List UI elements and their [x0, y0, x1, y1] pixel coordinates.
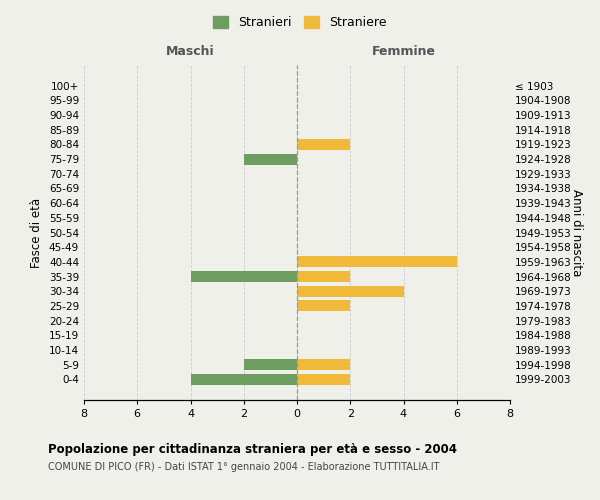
- Bar: [297, 139, 350, 150]
- Y-axis label: Fasce di età: Fasce di età: [31, 198, 43, 268]
- Bar: [297, 300, 350, 312]
- Y-axis label: Anni di nascita: Anni di nascita: [570, 189, 583, 276]
- Bar: [191, 374, 297, 385]
- Text: COMUNE DI PICO (FR) - Dati ISTAT 1° gennaio 2004 - Elaborazione TUTTITALIA.IT: COMUNE DI PICO (FR) - Dati ISTAT 1° genn…: [48, 462, 439, 472]
- Bar: [297, 359, 350, 370]
- Bar: [191, 271, 297, 282]
- Bar: [244, 359, 297, 370]
- Text: Popolazione per cittadinanza straniera per età e sesso - 2004: Popolazione per cittadinanza straniera p…: [48, 442, 457, 456]
- Text: Femmine: Femmine: [371, 46, 436, 59]
- Bar: [297, 374, 350, 385]
- Bar: [244, 154, 297, 164]
- Bar: [297, 256, 457, 268]
- Text: Maschi: Maschi: [166, 46, 215, 59]
- Bar: [297, 271, 350, 282]
- Bar: [297, 286, 404, 296]
- Legend: Stranieri, Straniere: Stranieri, Straniere: [208, 11, 392, 34]
